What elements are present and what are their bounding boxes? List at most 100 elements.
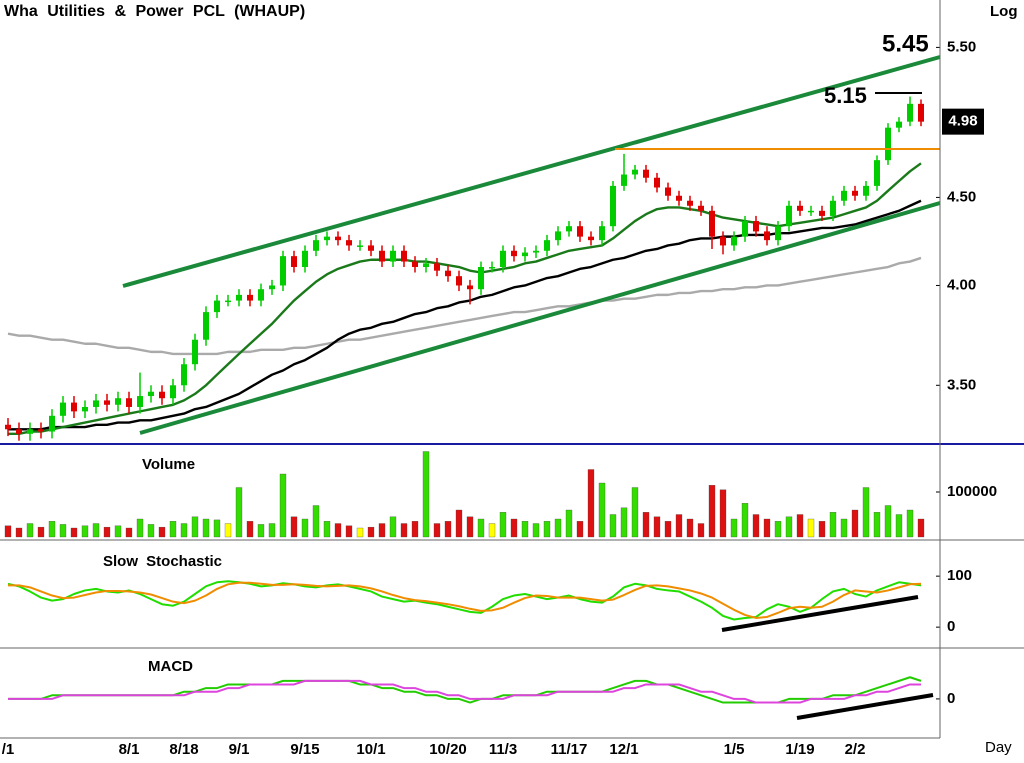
volume-bar — [444, 521, 452, 538]
x-tick-label: 1/5 — [724, 741, 745, 758]
stochastic-trendline — [721, 595, 919, 632]
candle-body — [302, 250, 308, 268]
volume-bar — [510, 518, 518, 538]
volume-bar — [235, 487, 243, 538]
candle-body — [544, 240, 550, 251]
candle-body — [896, 121, 902, 128]
volume-bar — [356, 527, 364, 538]
candle-body — [764, 231, 770, 241]
candle-body — [566, 226, 572, 232]
volume-bar — [290, 516, 298, 538]
volume-bar — [741, 503, 749, 538]
candle-body — [830, 200, 836, 216]
volume-bar — [543, 521, 551, 538]
candle-body — [159, 391, 165, 399]
volume-bar — [114, 525, 122, 538]
candle-body — [709, 210, 715, 237]
candle-body — [38, 429, 44, 432]
candle-body — [588, 236, 594, 241]
volume-bar — [59, 524, 67, 538]
volume-bar — [653, 516, 661, 538]
candle-body — [104, 400, 110, 405]
plot-area — [4, 46, 940, 704]
volume-bar — [279, 473, 287, 538]
candle-body — [489, 267, 495, 269]
volume-bar — [532, 523, 540, 538]
volume-bar — [477, 518, 485, 538]
volume-bar — [158, 526, 166, 538]
x-tick-label: 11/17 — [551, 741, 588, 758]
candle-body — [126, 398, 132, 407]
candle-body — [258, 289, 264, 301]
candle-body — [786, 205, 792, 227]
x-tick-label: 10/20 — [429, 741, 467, 758]
line — [8, 679, 921, 704]
volume-bar — [554, 518, 562, 538]
volume-bar — [840, 518, 848, 538]
volume-bar — [829, 512, 837, 538]
volume-bar — [521, 521, 529, 538]
y-tick-label: 100000 — [947, 483, 997, 500]
candle-body — [797, 205, 803, 211]
volume-bar — [213, 519, 221, 538]
x-tick-label: 2/2 — [845, 741, 866, 758]
line — [8, 162, 922, 436]
volume-bar — [202, 518, 210, 538]
candle-body — [148, 391, 154, 397]
candle-body — [467, 285, 473, 290]
volume-bar — [576, 521, 584, 538]
volume-bar — [609, 514, 617, 538]
last-price-label: 4.98 — [948, 113, 977, 130]
candle-body — [511, 250, 517, 257]
candle-body — [753, 221, 759, 232]
y-tick-label: 5.50 — [947, 38, 976, 55]
y-tick-label: 4.50 — [947, 188, 976, 205]
candle-body — [236, 294, 242, 301]
volume-bar — [587, 469, 595, 538]
volume-bar — [686, 518, 694, 538]
candle-body — [522, 252, 528, 257]
volume-bar — [433, 523, 441, 538]
volume-bar — [246, 521, 254, 538]
volume-bar — [565, 509, 573, 538]
volume-bar — [26, 523, 34, 538]
scale-label: Log — [990, 3, 1018, 20]
volume-bar — [312, 505, 320, 538]
volume-bar — [37, 526, 45, 538]
candle-body — [577, 226, 583, 237]
candle-body — [5, 424, 11, 430]
candle-body — [82, 406, 88, 412]
panel-title: MACD — [148, 658, 193, 675]
line — [7, 580, 922, 621]
volume-bar — [103, 526, 111, 538]
upper-trendline — [122, 55, 941, 288]
candle-body — [742, 221, 748, 237]
volume-bar — [400, 523, 408, 538]
candle-body — [654, 177, 660, 188]
candle-body — [203, 312, 209, 340]
line — [7, 256, 922, 356]
candle-body — [170, 385, 176, 399]
volume-bar — [774, 521, 782, 538]
candle-body — [665, 187, 671, 196]
candle-body — [137, 396, 143, 407]
y-tick-label: 3.50 — [947, 376, 976, 393]
annotation: 5.45 — [882, 30, 929, 57]
candle-body — [621, 174, 627, 186]
candle-body — [775, 226, 781, 241]
volume-bar — [862, 487, 870, 538]
lower-trendline — [139, 201, 941, 435]
candle-body — [27, 429, 33, 434]
x-axis-label: Day — [985, 739, 1012, 756]
candle-body — [423, 263, 429, 268]
volume-bar — [796, 514, 804, 538]
volume-bar — [191, 516, 199, 538]
volume-bar — [411, 521, 419, 538]
candle-body — [885, 127, 891, 161]
volume-bar — [48, 521, 56, 538]
candle-body — [313, 240, 319, 251]
candle-body — [841, 190, 847, 201]
line — [8, 581, 922, 619]
volume-bar — [323, 521, 331, 538]
